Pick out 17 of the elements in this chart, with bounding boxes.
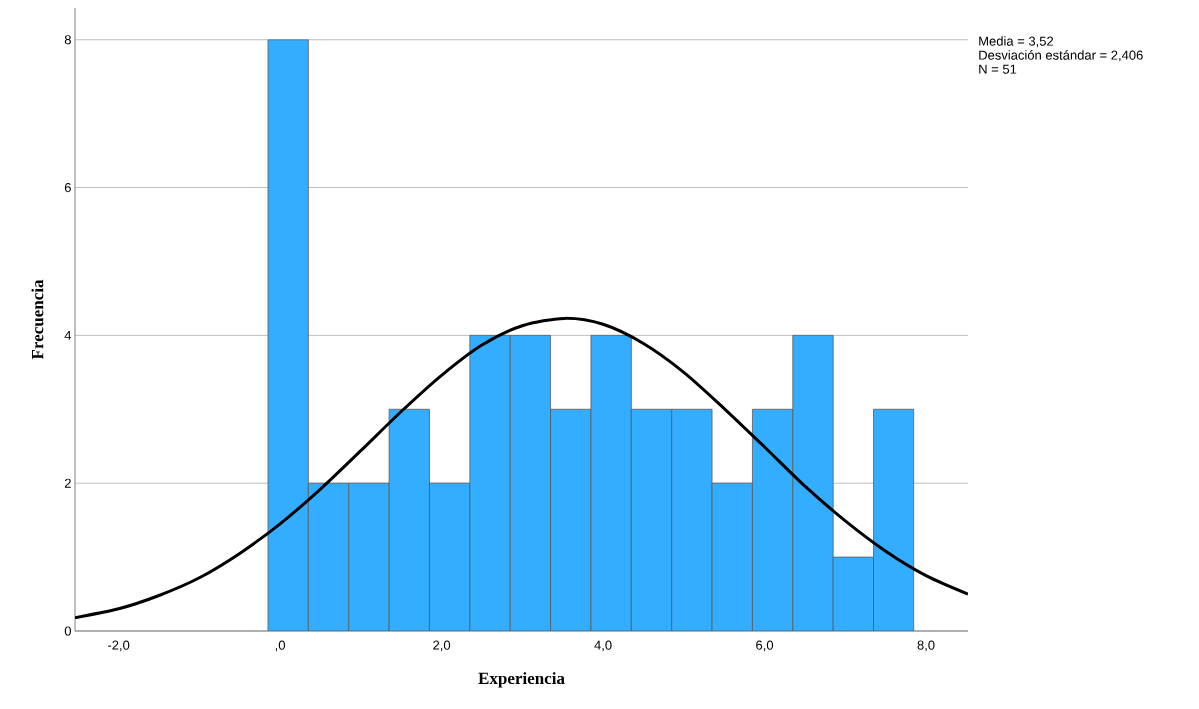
y-tick-label: 6 xyxy=(64,182,71,193)
text: Media = 3,52 xyxy=(979,36,1054,48)
x-tick-label: 6,0 xyxy=(756,640,774,652)
text: Desviación estándar = 2,406 xyxy=(979,50,1143,62)
y-tick-label: 8 xyxy=(64,35,71,45)
y-tick-label: 4 xyxy=(64,330,72,340)
x-axis-title: Experiencia xyxy=(478,672,565,688)
x-tick-label: ,0 xyxy=(275,640,286,652)
y-axis-title: Frecuencia xyxy=(31,279,44,360)
text: N = 51 xyxy=(979,64,1017,74)
x-tick-label: 8,0 xyxy=(917,640,935,652)
x-tick-label: -2,0 xyxy=(107,640,130,652)
line-series xyxy=(75,316,969,620)
x-tick-label: 2,0 xyxy=(433,640,451,652)
x-tick-label: 4,0 xyxy=(594,640,612,652)
y-tick-label: 0 xyxy=(64,626,71,636)
y-tick-label: 2 xyxy=(64,478,71,488)
